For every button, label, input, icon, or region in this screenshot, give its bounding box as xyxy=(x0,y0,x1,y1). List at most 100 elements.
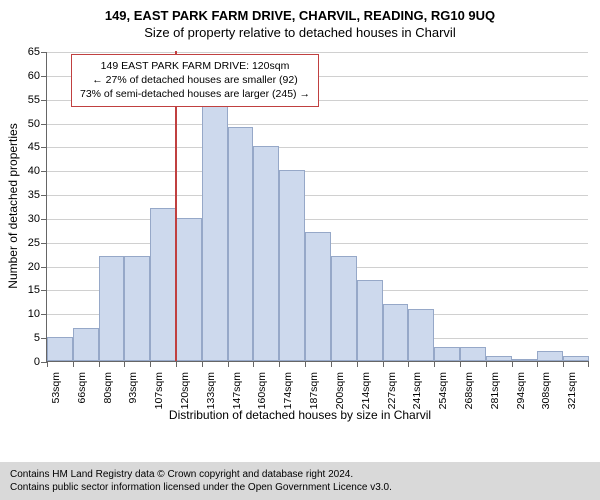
y-tick-label: 55 xyxy=(28,94,40,106)
histogram-bar xyxy=(331,256,357,361)
x-tick-label: 200sqm xyxy=(334,372,346,409)
histogram-bar xyxy=(47,337,73,361)
x-tick xyxy=(588,361,589,367)
x-tick-label: 241sqm xyxy=(411,372,423,409)
x-tick xyxy=(383,361,384,367)
x-tick xyxy=(512,361,513,367)
annotation-box: 149 EAST PARK FARM DRIVE: 120sqm ← 27% o… xyxy=(71,54,319,107)
x-tick xyxy=(47,361,48,367)
x-tick-label: 66sqm xyxy=(76,372,88,404)
y-tick-label: 15 xyxy=(28,284,40,296)
x-tick xyxy=(460,361,461,367)
histogram-bar xyxy=(253,146,279,361)
x-tick-label: 321sqm xyxy=(566,372,578,409)
x-tick xyxy=(150,361,151,367)
histogram-bar xyxy=(512,359,538,361)
histogram-bar xyxy=(279,170,305,361)
y-tick xyxy=(41,314,47,315)
y-tick-label: 30 xyxy=(28,213,40,225)
annotation-line-1: 149 EAST PARK FARM DRIVE: 120sqm xyxy=(80,59,310,73)
histogram-bar xyxy=(357,280,383,361)
y-tick-label: 40 xyxy=(28,165,40,177)
y-tick xyxy=(41,243,47,244)
x-tick-label: 174sqm xyxy=(282,372,294,409)
histogram-bar xyxy=(305,232,331,361)
x-tick xyxy=(331,361,332,367)
y-tick xyxy=(41,171,47,172)
y-tick-label: 0 xyxy=(34,356,40,368)
x-tick-label: 294sqm xyxy=(515,372,527,409)
y-tick xyxy=(41,124,47,125)
histogram-bar xyxy=(408,309,434,361)
footer-line-1: Contains HM Land Registry data © Crown c… xyxy=(10,468,590,481)
y-tick-label: 50 xyxy=(28,118,40,130)
x-tick-label: 147sqm xyxy=(231,372,243,409)
x-tick-label: 214sqm xyxy=(360,372,372,409)
annotation-line-3: 73% of semi-detached houses are larger (… xyxy=(80,87,310,101)
chart-container: Number of detached properties 53sqm66sqm… xyxy=(0,46,600,426)
histogram-bar xyxy=(228,127,254,361)
y-axis-label: Number of detached properties xyxy=(6,123,20,288)
histogram-bar xyxy=(99,256,125,361)
x-tick xyxy=(124,361,125,367)
y-tick-label: 20 xyxy=(28,261,40,273)
x-tick xyxy=(486,361,487,367)
x-tick-label: 281sqm xyxy=(489,372,501,409)
y-tick xyxy=(41,290,47,291)
histogram-bar xyxy=(150,208,176,361)
x-tick xyxy=(99,361,100,367)
x-tick xyxy=(408,361,409,367)
histogram-bar xyxy=(124,256,150,361)
x-axis-label: Distribution of detached houses by size … xyxy=(0,408,600,422)
y-tick xyxy=(41,147,47,148)
x-tick xyxy=(563,361,564,367)
gridline xyxy=(47,147,588,148)
chart-title-sub: Size of property relative to detached ho… xyxy=(0,23,600,46)
x-tick xyxy=(176,361,177,367)
y-tick xyxy=(41,219,47,220)
y-tick-label: 25 xyxy=(28,237,40,249)
y-tick-label: 60 xyxy=(28,70,40,82)
plot-area: 53sqm66sqm80sqm93sqm107sqm120sqm133sqm14… xyxy=(46,52,588,362)
x-tick-label: 268sqm xyxy=(463,372,475,409)
y-tick-label: 35 xyxy=(28,189,40,201)
gridline xyxy=(47,219,588,220)
x-tick-label: 227sqm xyxy=(386,372,398,409)
histogram-bar xyxy=(176,218,202,361)
x-tick-label: 133sqm xyxy=(205,372,217,409)
histogram-bar xyxy=(460,347,486,361)
x-tick-label: 254sqm xyxy=(437,372,449,409)
y-tick-label: 65 xyxy=(28,46,40,58)
chart-title-main: 149, EAST PARK FARM DRIVE, CHARVIL, READ… xyxy=(0,0,600,23)
histogram-bar xyxy=(563,356,589,361)
x-tick xyxy=(357,361,358,367)
x-tick-label: 107sqm xyxy=(153,372,165,409)
footer: Contains HM Land Registry data © Crown c… xyxy=(0,462,600,500)
x-tick xyxy=(202,361,203,367)
y-tick-label: 10 xyxy=(28,308,40,320)
histogram-bar xyxy=(537,351,563,361)
footer-line-2: Contains public sector information licen… xyxy=(10,481,590,494)
x-tick xyxy=(305,361,306,367)
x-tick xyxy=(279,361,280,367)
y-tick xyxy=(41,100,47,101)
histogram-bar xyxy=(383,304,409,361)
annotation-line-2: ← 27% of detached houses are smaller (92… xyxy=(80,73,310,87)
y-tick xyxy=(41,267,47,268)
x-tick xyxy=(537,361,538,367)
x-tick-label: 120sqm xyxy=(179,372,191,409)
gridline xyxy=(47,195,588,196)
x-tick xyxy=(228,361,229,367)
x-tick-label: 308sqm xyxy=(540,372,552,409)
y-tick xyxy=(41,76,47,77)
x-tick-label: 93sqm xyxy=(127,372,139,404)
x-tick-label: 187sqm xyxy=(308,372,320,409)
histogram-bar xyxy=(434,347,460,361)
x-tick-label: 80sqm xyxy=(102,372,114,404)
x-tick-label: 53sqm xyxy=(50,372,62,404)
x-tick-label: 160sqm xyxy=(256,372,268,409)
y-tick-label: 45 xyxy=(28,141,40,153)
gridline xyxy=(47,171,588,172)
x-tick xyxy=(73,361,74,367)
y-tick xyxy=(41,195,47,196)
